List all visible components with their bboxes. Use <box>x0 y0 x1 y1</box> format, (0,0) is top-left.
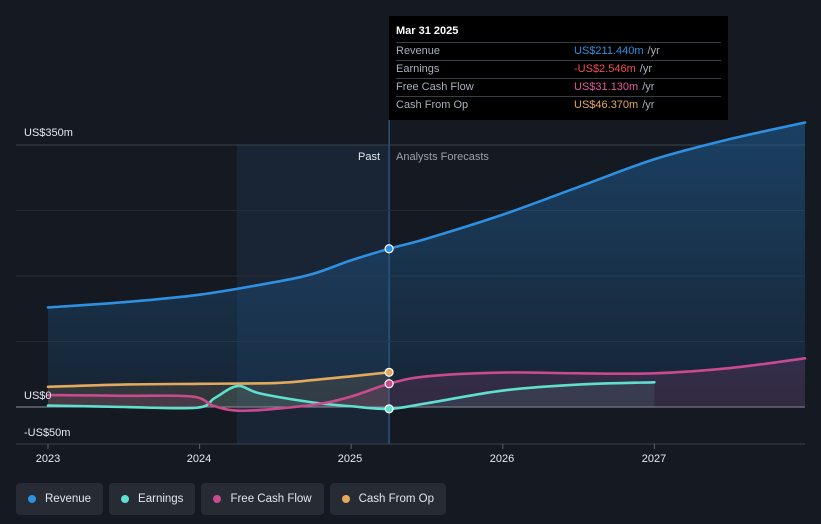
x-tick-2027: 2027 <box>642 453 666 465</box>
x-tick-2023: 2023 <box>36 453 60 465</box>
cash-from-op-line <box>46 370 391 389</box>
tooltip-unit: /yr <box>642 81 655 93</box>
earnings-line <box>46 380 656 411</box>
free-cash-flow-area <box>48 358 805 411</box>
tooltip-unit: /yr <box>639 63 652 75</box>
earnings-area <box>48 382 655 409</box>
tooltip-value: US$31.130m <box>574 81 639 93</box>
legend-label: Cash From Op <box>358 493 435 505</box>
tooltip-label: Free Cash Flow <box>396 81 474 93</box>
y-label-bottom: -US$50m <box>24 427 70 439</box>
legend-item-free-cash-flow[interactable]: Free Cash Flow <box>201 483 324 515</box>
tooltip-row-revenue: Revenue US$211.440m /yr <box>396 42 721 60</box>
y-label-top: US$350m <box>24 127 73 139</box>
tooltip: Mar 31 2025 Revenue US$211.440m /yr Earn… <box>389 16 728 120</box>
free-cash-flow-line <box>46 357 807 413</box>
forecast-label: Analysts Forecasts <box>396 151 489 163</box>
tooltip-label: Cash From Op <box>396 99 469 111</box>
legend-item-revenue[interactable]: Revenue <box>16 483 104 515</box>
legend-item-cash-from-op[interactable]: Cash From Op <box>329 483 447 515</box>
revenue-point-marker <box>384 244 394 254</box>
tooltip-row-cfo: Cash From Op US$46.370m /yr <box>396 96 721 114</box>
legend-label: Revenue <box>45 493 92 505</box>
legend-label: Earnings <box>138 493 184 505</box>
legend-dot-icon <box>341 495 350 503</box>
cash-from-op-area <box>48 372 390 407</box>
tooltip-value: -US$2.546m <box>574 63 636 75</box>
y-label-zero: US$0 <box>24 390 52 402</box>
legend-dot-icon <box>121 495 130 503</box>
cash-from-op-point-marker <box>384 367 394 377</box>
tooltip-value: US$46.370m <box>574 99 639 111</box>
legend: Revenue Earnings Free Cash Flow Cash Fro… <box>16 483 447 515</box>
revenue-area <box>48 122 805 408</box>
tooltip-label: Revenue <box>396 45 441 57</box>
tooltip-unit: /yr <box>642 99 655 111</box>
tooltip-row-fcf: Free Cash Flow US$31.130m /yr <box>396 78 721 96</box>
tooltip-date: Mar 31 2025 <box>396 25 459 37</box>
tooltip-unit: /yr <box>647 45 660 57</box>
past-label: Past <box>358 151 380 163</box>
tooltip-label: Earnings <box>396 63 440 75</box>
x-tick-2025: 2025 <box>338 453 362 465</box>
legend-dot-icon <box>28 495 36 503</box>
tooltip-row-earnings: Earnings -US$2.546m /yr <box>396 60 721 78</box>
earnings-point-marker <box>384 404 394 414</box>
x-tick-2026: 2026 <box>490 453 514 465</box>
tooltip-value: US$211.440m <box>574 45 644 57</box>
legend-item-earnings[interactable]: Earnings <box>109 483 196 515</box>
free-cash-flow-point-marker <box>384 379 394 389</box>
x-tick-2024: 2024 <box>187 453 211 465</box>
legend-dot-icon <box>213 495 222 503</box>
legend-label: Free Cash Flow <box>230 493 312 505</box>
